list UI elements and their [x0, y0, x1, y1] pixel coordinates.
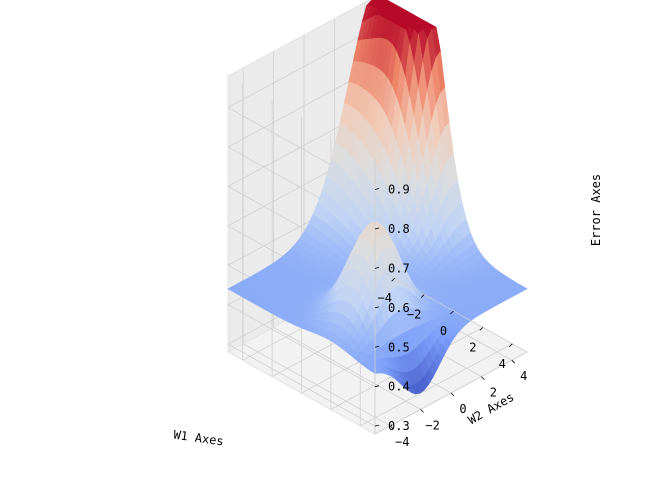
y-tick-label: 0: [459, 402, 466, 416]
z-tick-mark: [374, 227, 380, 230]
x-tick-mark: [509, 343, 513, 348]
y-grid-line-floor: [243, 343, 391, 427]
y-tick-mark: [389, 425, 394, 430]
z-grid-line-left: [227, 343, 376, 427]
y-tick-mark: [511, 359, 516, 364]
z-tick-mark: [374, 267, 380, 269]
y-tick-mark: [450, 392, 455, 397]
y-tick-label: 2: [490, 386, 497, 400]
y-axis-ticks: −4 −2 0 2 4: [389, 359, 527, 449]
y-tick-label: −4: [395, 435, 409, 449]
z-tick-label: 0.7: [388, 261, 410, 275]
z-tick-label: 0.6: [388, 301, 410, 315]
z-tick-mark: [374, 424, 380, 427]
x-tick-label: −2: [407, 308, 421, 322]
x-tick-label: 2: [469, 340, 476, 354]
z-tick-label: 0.3: [388, 419, 410, 433]
z-axis-label: Error Axes: [589, 174, 603, 246]
x-axis-ticks: −4 −2 0 2 4: [377, 277, 513, 371]
z-tick-mark: [374, 188, 380, 190]
x-tick-label: −4: [377, 291, 391, 305]
z-tick-mark: [374, 385, 380, 388]
x-tick-mark: [450, 310, 454, 315]
x-tick-label: 4: [499, 357, 506, 371]
x-tick-mark: [479, 327, 484, 331]
y-tick-mark: [481, 376, 485, 380]
z-tick-label: 0.9: [388, 183, 410, 197]
x-tick-mark: [420, 294, 425, 298]
z-grid-line-left: [227, 304, 376, 388]
y-tick-label: 4: [520, 369, 527, 383]
y-tick-mark: [420, 409, 424, 413]
z-tick-label: 0.4: [388, 380, 410, 394]
y-tick-label: −2: [425, 418, 439, 432]
z-tick-mark: [374, 345, 380, 348]
x-tick-mark: [391, 277, 395, 282]
z-axis-ticks: 0.3 0.4 0.5 0.6 0.7 0.8 0.9: [374, 183, 410, 433]
x-axis-label: W1 Axes: [173, 428, 225, 449]
z-tick-label: 0.8: [388, 222, 410, 236]
z-tick-label: 0.5: [388, 340, 410, 354]
y-grid-line-floor: [273, 327, 421, 410]
z-grid-line-right: [227, 25, 381, 108]
x-tick-label: 0: [440, 324, 447, 338]
z-tick-mark: [374, 306, 380, 309]
